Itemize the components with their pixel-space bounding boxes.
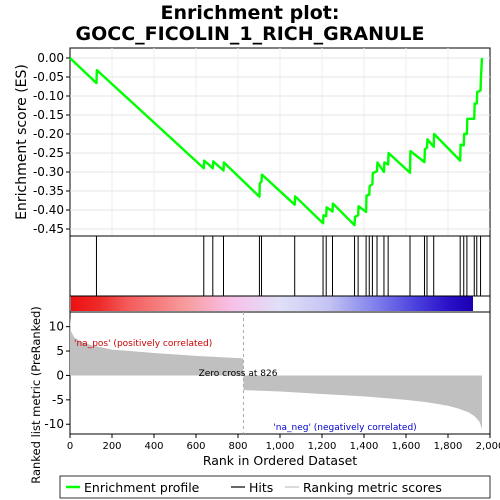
es-y-tick-label: -0.40 bbox=[33, 203, 64, 217]
es-y-tick-label: -0.25 bbox=[33, 146, 64, 160]
x-axis-label: Rank in Ordered Dataset bbox=[203, 453, 357, 468]
es-y-tick-label: -0.15 bbox=[33, 108, 64, 122]
legend-label-ranking: Ranking metric scores bbox=[303, 480, 442, 495]
x-tick-label: 1,800 bbox=[434, 441, 463, 452]
enrichment-profile-line bbox=[69, 57, 484, 227]
es-y-ticks: 0.00 -0.05 -0.10 -0.15 -0.20 -0.25 -0.30 -0.35 -… bbox=[33, 51, 70, 236]
metric-y-tick-label: 10 bbox=[49, 320, 64, 334]
color-bar-fill bbox=[71, 296, 473, 311]
es-y-tick-label: -0.20 bbox=[33, 127, 64, 141]
es-y-tick-label: -0.10 bbox=[33, 89, 64, 103]
x-tick-label: 600 bbox=[186, 441, 205, 452]
legend: Enrichment profile Hits Ranking metric s… bbox=[59, 475, 491, 499]
metric-y-ticks: 10 5 0 -5 -10 bbox=[44, 320, 70, 431]
x-tick-label: 0 bbox=[67, 441, 73, 452]
metric-y-axis-label: Ranked list metric (PreRanked) bbox=[29, 306, 43, 484]
zero-cross-label: Zero cross at 826 bbox=[199, 369, 278, 379]
chart-title-line1: Enrichment plot: bbox=[161, 2, 340, 24]
metric-y-tick-label: -5 bbox=[52, 393, 64, 407]
x-tick-label: 400 bbox=[144, 441, 163, 452]
es-grid bbox=[70, 48, 490, 236]
chart-title-line2: GOCC_FICOLIN_1_RICH_GRANULE bbox=[76, 23, 425, 45]
legend-frame bbox=[59, 475, 491, 499]
es-panel: 0.00 -0.05 -0.10 -0.15 -0.20 -0.25 -0.30 -0.35 -… bbox=[14, 47, 491, 237]
negative-correlation-label: 'na_neg' (negatively correlated) bbox=[273, 423, 416, 433]
es-y-tick-label: -0.45 bbox=[33, 222, 64, 236]
metric-y-tick-label: -10 bbox=[44, 417, 64, 431]
metric-y-tick-label: 5 bbox=[56, 344, 64, 358]
rank-color-bar bbox=[69, 295, 491, 313]
metric-x-ticks: 0 200 400 600 800 1,000 1,200 1,400 1,600 1,800 2,… bbox=[67, 434, 500, 452]
x-tick-label: 800 bbox=[228, 441, 247, 452]
es-y-tick-label: -0.05 bbox=[33, 70, 64, 84]
x-tick-label: 1,600 bbox=[392, 441, 421, 452]
x-tick-label: 1,200 bbox=[308, 441, 337, 452]
metric-y-tick-label: 0 bbox=[56, 368, 64, 382]
x-tick-label: 1,400 bbox=[350, 441, 379, 452]
es-y-tick-label: -0.30 bbox=[33, 165, 64, 179]
hit-marks bbox=[95, 236, 482, 296]
es-y-tick-label: 0.00 bbox=[37, 51, 64, 65]
x-tick-label: 2,000 bbox=[476, 441, 500, 452]
legend-label-hits: Hits bbox=[249, 480, 273, 495]
ranking-metric-area bbox=[70, 316, 483, 430]
legend-label-enrichment: Enrichment profile bbox=[84, 480, 200, 495]
ranked-metric-panel: 10 5 0 -5 -10 0 200 400 600 800 1,000 1,200 1,400 1,… bbox=[29, 306, 500, 484]
hits-frame bbox=[69, 235, 491, 297]
positive-correlation-label: 'na_pos' (positively correlated) bbox=[74, 339, 212, 349]
hits-panel bbox=[69, 235, 491, 297]
x-tick-label: 200 bbox=[102, 441, 121, 452]
es-y-tick-label: -0.35 bbox=[33, 184, 64, 198]
es-y-axis-label: Enrichment score (ES) bbox=[14, 64, 30, 220]
x-tick-label: 1,000 bbox=[266, 441, 295, 452]
